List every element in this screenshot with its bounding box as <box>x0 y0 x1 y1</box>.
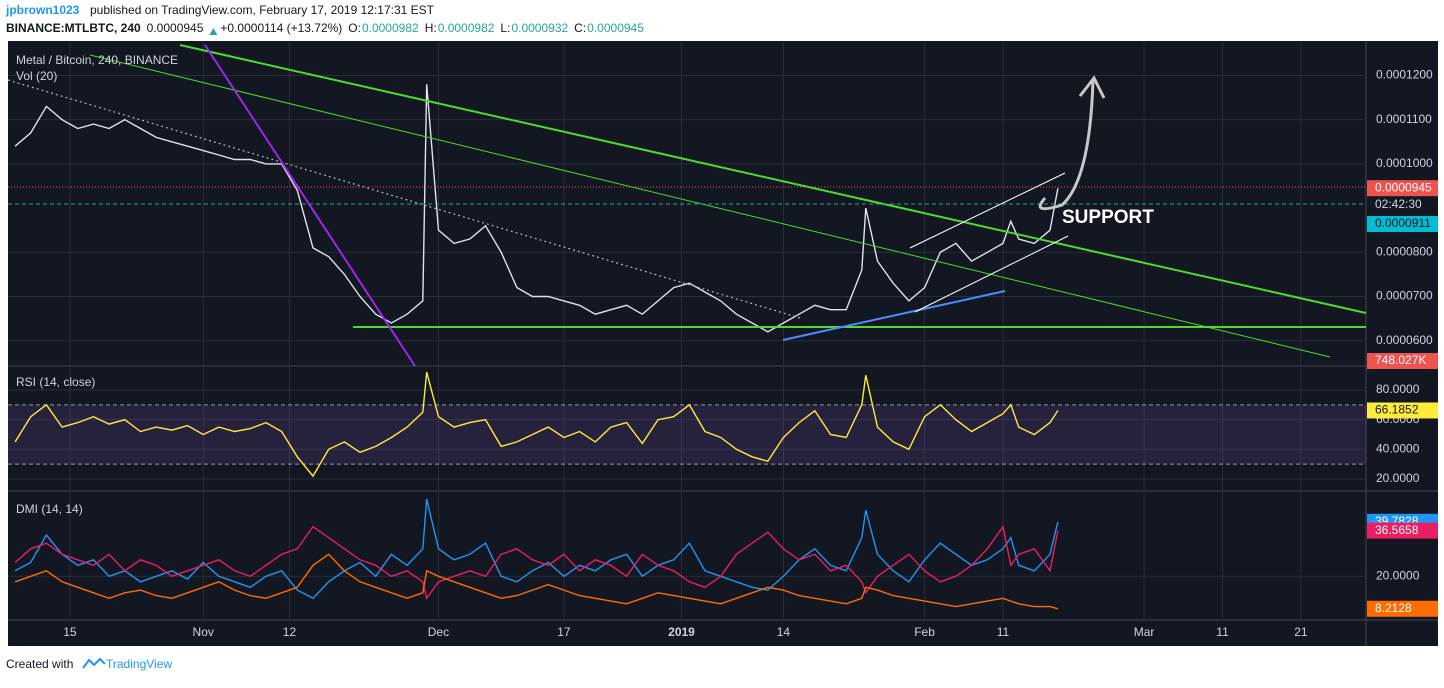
x-tick-label: Feb <box>914 625 935 639</box>
value-badge-label: 66.1852 <box>1375 403 1419 417</box>
series-line <box>14 84 1059 333</box>
badge <box>1367 216 1438 232</box>
bid-badge: 0.0000911 <box>1375 216 1431 230</box>
footer-brand[interactable]: TradingView <box>106 657 172 671</box>
y-tick-label: 20.0000 <box>1376 471 1420 485</box>
x-tick-label: 21 <box>1294 625 1308 639</box>
x-tick-label: Dec <box>428 625 449 639</box>
ohlc: 0.0000982 <box>438 21 495 35</box>
trend-green <box>179 44 1367 314</box>
ohlc-label: O: <box>348 21 361 35</box>
y-tick-label: 0.0000800 <box>1376 244 1433 258</box>
last: 0.0000945 <box>147 21 204 35</box>
trend-green-thin <box>89 54 1331 358</box>
x-tick-label: 12 <box>283 625 297 639</box>
x-tick-label: 11 <box>1216 625 1229 639</box>
ohlc-label: L: <box>500 21 510 35</box>
channel-bottom <box>914 235 1069 313</box>
value-badge <box>1367 402 1438 419</box>
symbol-line: BINANCE:MTLBTC, 240 0.0000945 +0.0000114 (… <box>6 21 644 35</box>
value-badge-label: 8.2128 <box>1375 601 1412 615</box>
arrow-head <box>1078 75 1106 99</box>
author[interactable]: jpbrown1023 <box>5 3 80 17</box>
value-badge-label: 0.0000945 <box>1375 180 1432 194</box>
volume-badge: 748.027K <box>1375 353 1426 367</box>
grid: 15 Nov 12 Dec 17 2019 14 Feb 11 Mar 11 21 0.0001200 0… <box>8 41 1433 639</box>
chart-bg <box>8 41 1438 646</box>
ohlc: 0.0000945 <box>587 21 644 35</box>
badge <box>1367 197 1438 213</box>
countdown: 02:42:30 <box>1375 197 1422 211</box>
logo <box>82 657 106 669</box>
y-tick-label: 0.0000600 <box>1376 333 1433 347</box>
value-badge <box>1367 600 1438 617</box>
y-tick-label: 0.0001000 <box>1376 156 1433 170</box>
arrow <box>1038 79 1095 211</box>
pane-title: Vol (20) <box>16 69 57 83</box>
symbol: BINANCE:MTLBTC, 240 <box>6 21 141 35</box>
ohlc: 0.0000932 <box>511 21 568 35</box>
up <box>209 28 218 35</box>
annotation: SUPPORT <box>1062 207 1154 228</box>
x-tick-label: 15 <box>63 625 77 639</box>
value-badge <box>1367 180 1438 197</box>
value-badge <box>1367 522 1438 539</box>
change: +0.0000114 (+13.72%) <box>220 21 342 35</box>
pane-title: Metal / Bitcoin, 240, BINANCE <box>16 53 178 67</box>
x-tick-label: Mar <box>1134 625 1155 639</box>
y-tick-label: 0.0001200 <box>1376 68 1433 82</box>
x-tick-label: 2019 <box>668 625 695 639</box>
y-tick-label: 40.0000 <box>1376 442 1420 456</box>
x-tick-label: 11 <box>997 625 1010 639</box>
rsi-band <box>8 404 1366 465</box>
y-tick-label: 20.0000 <box>1376 568 1420 582</box>
y-tick-label: 0.0001100 <box>1376 112 1432 126</box>
badge <box>1367 353 1438 369</box>
x-tick-label: Nov <box>193 625 214 639</box>
drawings <box>7 44 1367 367</box>
trend-purple <box>204 44 416 367</box>
series-line <box>14 553 1059 610</box>
x-tick-label: 17 <box>557 625 571 639</box>
published: published on TradingView.com, February 1… <box>90 3 435 17</box>
series-line <box>14 524 1059 600</box>
channel-top <box>909 172 1066 249</box>
footer-text: Created with <box>6 657 73 671</box>
y-tick-label: 0.0000700 <box>1376 289 1433 303</box>
ohlc-label: H: <box>425 21 437 35</box>
pane-title: RSI (14, close) <box>16 375 95 389</box>
pane-title: DMI (14, 14) <box>16 502 83 516</box>
value-badge-label: 36.5658 <box>1375 523 1419 537</box>
ohlc-label: C: <box>574 21 586 35</box>
x-tick-label: 14 <box>777 625 791 639</box>
trend-blue <box>782 290 1006 341</box>
series-line <box>14 499 1059 600</box>
ohlc: 0.0000982 <box>362 21 419 35</box>
y-tick-label: 80.0000 <box>1376 382 1420 396</box>
series-line <box>14 372 1059 478</box>
